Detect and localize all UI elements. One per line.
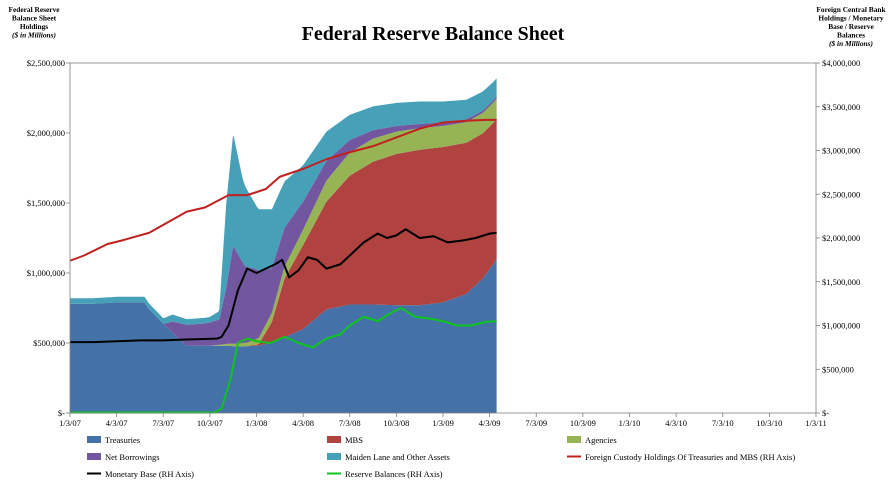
right-tick-label: $1,000,000 [822, 321, 860, 331]
chart-title: Federal Reserve Balance Sheet [302, 23, 565, 45]
line-series [69, 118, 497, 414]
legend-swatch [327, 436, 341, 443]
legend: Treasuries MBS Agencies Net Borrowings Maide… [87, 435, 795, 479]
area-treasuries [70, 259, 497, 413]
area-maiden-lane-and-other-assets [70, 78, 497, 325]
x-tick-label: 10/3/10 [756, 418, 782, 428]
axis-unit: ($ in Millions) [829, 39, 873, 48]
x-tick-label: 10/3/07 [197, 418, 223, 428]
stacked-areas [70, 78, 497, 413]
legend-swatch [87, 453, 101, 460]
legend-label: Agencies [585, 435, 617, 445]
legend-item: Maiden Lane and Other Assets [327, 452, 450, 462]
right-tick-label: $2,500,000 [822, 189, 860, 199]
x-tick-label: 7/3/10 [712, 418, 734, 428]
area-mbs [70, 119, 497, 347]
right-tick-label: $3,000,000 [822, 146, 860, 156]
right-tick-label: $3,500,000 [822, 102, 860, 112]
x-tick-label: 7/3/09 [525, 418, 547, 428]
legend-label: Reserve Balances (RH Axis) [345, 469, 443, 479]
right-tick-label: $500,000 [822, 364, 854, 374]
axis-title-line: Base / Reserve [828, 22, 874, 31]
x-tick-label: 1/3/08 [246, 418, 268, 428]
legend-label: Treasuries [105, 435, 140, 445]
left-tick-label: $500,000 [33, 338, 65, 348]
x-tick-label: 4/3/08 [292, 418, 314, 428]
legend-label: Net Borrowings [105, 452, 160, 462]
legend-item: MBS [327, 435, 363, 445]
left-tick-label: $2,500,000 [27, 58, 65, 68]
legend-label: Monetary Base (RH Axis) [105, 469, 194, 479]
legend-label: MBS [345, 435, 363, 445]
x-tick-label: 4/3/07 [106, 418, 128, 428]
x-tick-label: 7/3/08 [339, 418, 361, 428]
axis-title-line: Federal Reserve [8, 5, 60, 14]
axis-title-line: Holdings / Monetary [818, 14, 884, 23]
x-tick-label: 10/3/09 [570, 418, 596, 428]
legend-label: Maiden Lane and Other Assets [345, 452, 450, 462]
right-tick-label: $- [822, 408, 829, 418]
legend-swatch [567, 436, 581, 443]
legend-item: Foreign Custody Holdings Of Treasuries a… [567, 452, 795, 462]
right-tick-label: $4,000,000 [822, 58, 860, 68]
left-tick-label: $1,000,000 [27, 268, 65, 278]
left-tick-label: $2,000,000 [27, 128, 65, 138]
legend-swatch [327, 453, 341, 460]
axis-title-line: Balances [837, 31, 865, 40]
legend-item: Net Borrowings [87, 452, 160, 462]
left-tick-label: $- [58, 408, 65, 418]
legend-item: Reserve Balances (RH Axis) [327, 469, 443, 479]
line-reserve-balances-rh-axis- [70, 307, 497, 414]
x-tick-label: 7/3/07 [152, 418, 174, 428]
x-tick-label: 1/3/10 [619, 418, 641, 428]
axes: $- $500,000 $1,000,000 $1,500,000 $2,000,000… [27, 58, 861, 428]
x-tick-label: 1/3/11 [805, 418, 826, 428]
legend-item: Treasuries [87, 435, 140, 445]
x-tick-label: 10/3/08 [383, 418, 409, 428]
right-tick-label: $1,500,000 [822, 277, 860, 287]
left-tick-label: $1,500,000 [27, 198, 65, 208]
axis-title-line: Foreign Central Bank [816, 5, 886, 14]
axis-title-line: Holdings [20, 22, 48, 31]
right-tick-label: $2,000,000 [822, 233, 860, 243]
legend-label: Foreign Custody Holdings Of Treasuries a… [585, 452, 795, 462]
x-tick-label: 1/3/09 [432, 418, 454, 428]
legend-item: Monetary Base (RH Axis) [87, 469, 194, 479]
legend-swatch [87, 436, 101, 443]
x-tick-label: 4/3/10 [665, 418, 687, 428]
line-monetary-base-rh-axis- [70, 228, 497, 344]
axis-title-line: Balance Sheet [12, 14, 57, 23]
x-tick-label: 4/3/09 [479, 418, 501, 428]
axis-unit: ($ in Millions) [12, 31, 56, 40]
legend-item: Agencies [567, 435, 617, 445]
x-tick-label: 1/3/07 [59, 418, 81, 428]
line-foreign-custody-holdings-of-treasuries-and-mbs-rh-axis- [69, 118, 497, 262]
